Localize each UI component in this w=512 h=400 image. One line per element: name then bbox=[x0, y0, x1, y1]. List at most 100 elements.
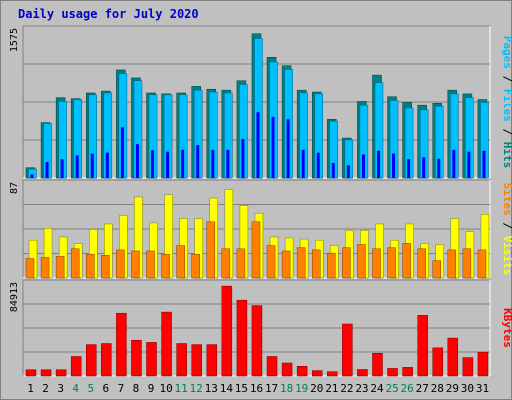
x-tick-label: 1 bbox=[27, 382, 34, 395]
bar-kbytes bbox=[101, 343, 112, 377]
scale-max-label: 87 bbox=[9, 182, 20, 194]
x-tick-label: 7 bbox=[118, 382, 125, 395]
x-tick-label: 14 bbox=[220, 382, 234, 395]
legend-middle: Sites / Visits bbox=[501, 183, 512, 276]
x-tick-label: 31 bbox=[476, 382, 489, 395]
bar-kbytes bbox=[131, 339, 142, 377]
x-tick-label: 18 bbox=[280, 382, 293, 395]
bar-kbytes bbox=[311, 370, 323, 377]
bar-pages bbox=[181, 149, 185, 178]
x-tick-label: 26 bbox=[401, 382, 414, 395]
bar-kbytes bbox=[251, 305, 263, 377]
bar-kbytes bbox=[146, 342, 157, 377]
bar-kbytes bbox=[266, 356, 278, 377]
bar-kbytes bbox=[372, 352, 383, 377]
bar-kbytes bbox=[25, 369, 37, 377]
legend-entry: Files bbox=[501, 89, 512, 122]
bar-pages bbox=[392, 153, 396, 178]
legend-label: Sites / Visits bbox=[501, 183, 512, 276]
bar-pages bbox=[422, 157, 426, 178]
bar-pages bbox=[452, 149, 456, 178]
bar-sites bbox=[116, 249, 125, 279]
bar-pages bbox=[316, 152, 320, 178]
bar-sites bbox=[266, 245, 276, 279]
bar-pages bbox=[75, 155, 79, 178]
x-tick-label: 13 bbox=[205, 382, 218, 395]
x-tick-label: 5 bbox=[87, 382, 94, 395]
bar-sites bbox=[206, 221, 216, 279]
x-tick-label: 10 bbox=[159, 382, 172, 395]
x-tick-label: 20 bbox=[310, 382, 323, 395]
x-tick-label: 21 bbox=[325, 382, 338, 395]
bar-pages bbox=[361, 154, 365, 178]
bar-sites bbox=[176, 245, 185, 279]
panel-hits-files-pages: 1575 bbox=[9, 25, 491, 179]
bar-sites bbox=[101, 255, 110, 279]
legend-entry: Sites bbox=[501, 183, 512, 216]
x-tick-label: 25 bbox=[385, 382, 398, 395]
bar-sites bbox=[327, 252, 336, 279]
bar-sites bbox=[281, 250, 291, 279]
bar-sites bbox=[417, 248, 426, 279]
bar-kbytes bbox=[387, 368, 398, 377]
x-tick-label: 27 bbox=[416, 382, 429, 395]
panel-visits-sites: 87 bbox=[9, 179, 491, 279]
bar-sites bbox=[447, 249, 457, 279]
legend-entry: Visits bbox=[501, 236, 512, 276]
legend-label: KBytes bbox=[501, 308, 512, 348]
bar-kbytes bbox=[432, 347, 443, 377]
bar-pages bbox=[346, 165, 350, 178]
bar-sites bbox=[402, 243, 411, 279]
bar-sites bbox=[251, 221, 261, 279]
x-tick-label: 8 bbox=[133, 382, 140, 395]
bar-pages bbox=[241, 139, 245, 178]
bar-kbytes bbox=[477, 351, 489, 377]
bar-pages bbox=[211, 149, 215, 178]
x-tick-label: 2 bbox=[42, 382, 49, 395]
legend-separator: / bbox=[501, 216, 512, 236]
x-tick-label: 17 bbox=[265, 382, 278, 395]
x-tick-label: 30 bbox=[461, 382, 474, 395]
scale-max-label: 1575 bbox=[9, 28, 20, 52]
bar-kbytes bbox=[191, 344, 202, 377]
bar-pages bbox=[30, 174, 34, 178]
bar-kbytes bbox=[40, 369, 52, 377]
bar-pages bbox=[60, 159, 64, 178]
bar-sites bbox=[357, 244, 366, 279]
bar-pages bbox=[120, 127, 124, 178]
bar-kbytes bbox=[357, 369, 368, 377]
legend-entry: KBytes bbox=[501, 308, 512, 348]
x-tick-label: 4 bbox=[72, 382, 79, 395]
legend-entry: Hits bbox=[501, 142, 512, 169]
x-tick-label: 22 bbox=[340, 382, 353, 395]
bar-kbytes bbox=[402, 367, 413, 377]
x-tick-label: 15 bbox=[235, 382, 248, 395]
x-tick-label: 24 bbox=[370, 382, 384, 395]
bar-sites bbox=[372, 248, 381, 279]
bar-sites bbox=[55, 256, 65, 279]
x-tick-label: 9 bbox=[148, 382, 155, 395]
x-tick-label: 29 bbox=[446, 382, 459, 395]
bar-sites bbox=[131, 250, 140, 279]
bar-pages bbox=[467, 151, 471, 178]
bar-sites bbox=[387, 247, 396, 279]
bar-kbytes bbox=[296, 365, 308, 377]
bar-kbytes bbox=[236, 299, 248, 377]
x-tick-label: 11 bbox=[175, 382, 188, 395]
x-tick-label: 12 bbox=[190, 382, 203, 395]
bar-pages bbox=[437, 158, 441, 178]
bar-pages bbox=[376, 150, 380, 178]
bar-pages bbox=[256, 112, 260, 178]
x-tick-label: 23 bbox=[355, 382, 368, 395]
bar-pages bbox=[151, 150, 155, 178]
bar-kbytes bbox=[281, 362, 293, 377]
scale-max-label: 84913 bbox=[9, 282, 20, 312]
bar-sites bbox=[25, 258, 35, 279]
bar-sites bbox=[221, 248, 231, 279]
x-tick-label: 6 bbox=[103, 382, 110, 395]
bar-sites bbox=[40, 257, 50, 279]
bar-sites bbox=[86, 253, 95, 279]
bar-pages bbox=[166, 151, 170, 178]
bar-pages bbox=[226, 149, 230, 178]
